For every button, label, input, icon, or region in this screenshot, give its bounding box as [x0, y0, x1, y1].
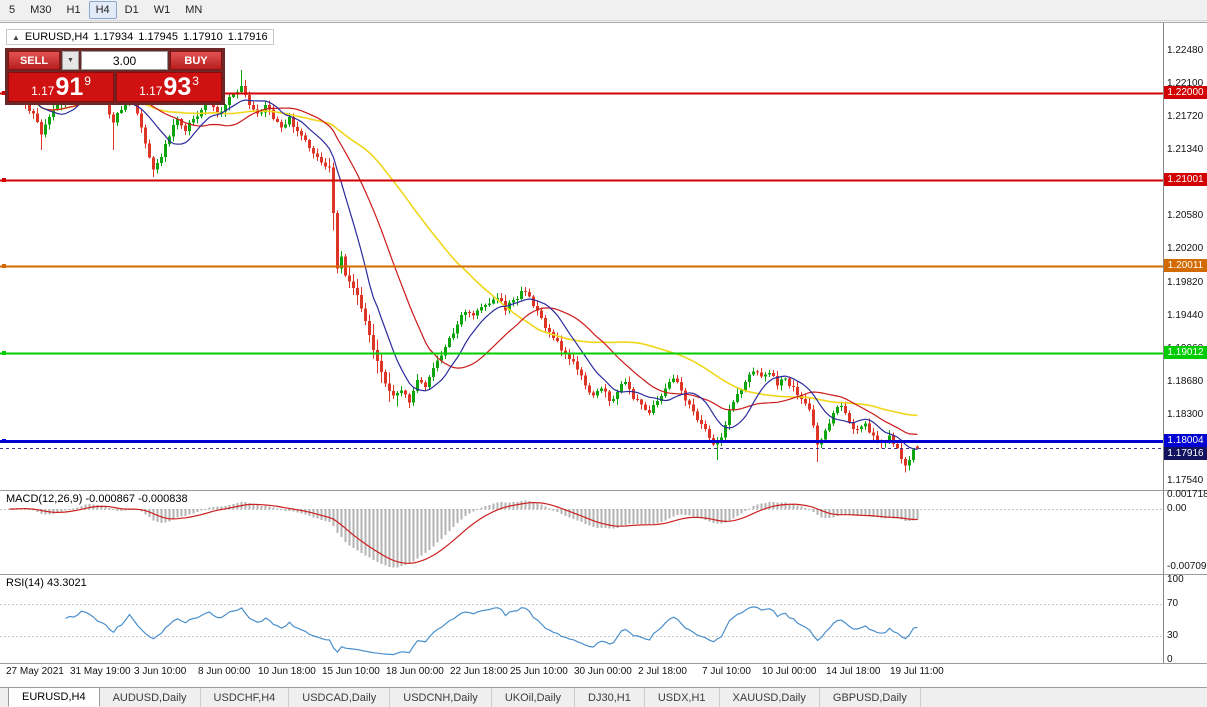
price-badge-1.17916: 1.17916 [1164, 447, 1207, 461]
price-tick-1.17540: 1.17540 [1167, 475, 1204, 486]
bid-price-pip: 9 [84, 74, 91, 88]
horizontal-lines[interactable] [0, 91, 1163, 443]
chart-symbol-icon: ▲ [12, 32, 20, 42]
ask-price-big: 93 [163, 73, 192, 101]
timeframe-w1[interactable]: W1 [153, 4, 171, 16]
timeframe-h4[interactable]: H4 [88, 1, 117, 19]
time-label: 14 Jul 18:00 [826, 666, 881, 677]
tab-dj30-h1[interactable]: DJ30,H1 [575, 688, 645, 707]
tab-usdx-h1[interactable]: USDX,H1 [645, 688, 720, 707]
volume-input[interactable] [81, 51, 168, 70]
ma-10 [9, 89, 918, 451]
tab-ukoil-daily[interactable]: UKOil,Daily [492, 688, 576, 707]
bid-price-prefix: 1.17 [31, 84, 55, 98]
price-badge-1.18004: 1.18004 [1164, 434, 1207, 448]
macd-name: MACD(12,26,9) [6, 493, 83, 505]
timeframe-toolbar: 5 M30 H1 H4 D1 W1 MN [0, 0, 1207, 21]
ask-price-button[interactable]: 1.17 93 3 [116, 72, 222, 102]
timeframe-5[interactable]: 5 [9, 4, 16, 16]
tab-gbpusd-daily[interactable]: GBPUSD,Daily [820, 688, 921, 707]
price-tick-1.22480: 1.22480 [1167, 45, 1204, 56]
chart-window[interactable]: ▲ EURUSD,H4 1.17934 1.17945 1.17910 1.17… [0, 22, 1207, 687]
volume-dropdown-button[interactable]: ▼ [62, 51, 79, 70]
price-chart-svg[interactable] [0, 23, 1207, 664]
macd-indicator-label: MACD(12,26,9) -0.000867 -0.000838 [6, 493, 188, 505]
price-badge-1.22000: 1.22000 [1164, 86, 1207, 100]
time-label: 30 Jun 00:00 [574, 666, 632, 677]
ohlc-low: 1.17910 [183, 31, 223, 43]
time-label: 8 Jun 00:00 [198, 666, 251, 677]
time-label: 25 Jun 10:00 [510, 666, 568, 677]
rsi-tick-0: 0 [1167, 654, 1173, 665]
chart-ohlc-title: ▲ EURUSD,H4 1.17934 1.17945 1.17910 1.17… [6, 29, 274, 45]
macd-tick--0.00709: -0.00709 [1167, 560, 1207, 572]
ohlc-open: 1.17934 [93, 31, 134, 43]
ma-24 [9, 95, 918, 435]
price-tick-1.18300: 1.18300 [1167, 408, 1204, 420]
rsi-tick-70: 70 [1167, 598, 1179, 609]
rsi-name: RSI(14) [6, 577, 44, 589]
timeframe-d1[interactable]: D1 [124, 4, 139, 16]
ohlc-high: 1.17945 [138, 31, 179, 43]
time-label: 27 May 2021 [6, 666, 64, 677]
rsi-tick-30: 30 [1167, 630, 1179, 641]
one-click-trading-panel: SELL ▼ BUY 1.17 91 9 1.17 93 3 [5, 48, 225, 105]
price-tick-1.18680: 1.18680 [1167, 375, 1204, 387]
pane-separators [0, 23, 1207, 664]
time-label: 2 Jul 18:00 [638, 666, 687, 677]
time-label: 7 Jul 10:00 [702, 666, 751, 677]
time-label: 31 May 19:00 [70, 666, 131, 677]
rsi-tick-100: 100 [1167, 574, 1184, 585]
time-label: 22 Jun 18:00 [450, 666, 508, 677]
tab-usdcad-daily[interactable]: USDCAD,Daily [289, 688, 391, 707]
moving-averages [9, 89, 918, 451]
tab-audusd-daily[interactable]: AUDUSD,Daily [100, 688, 201, 707]
macd-signal-line [9, 501, 918, 564]
sell-button[interactable]: SELL [8, 51, 60, 70]
rsi-indicator-label: RSI(14) 43.3021 [6, 577, 87, 589]
price-tick-1.20580: 1.20580 [1167, 210, 1204, 222]
macd-values: -0.000867 -0.000838 [85, 493, 188, 505]
buy-button[interactable]: BUY [170, 51, 222, 70]
chart-symbol-label: EURUSD,H4 [24, 31, 89, 43]
tab-usdcnh-daily[interactable]: USDCNH,Daily [390, 688, 492, 707]
price-tick-1.22100: 1.22100 [1167, 78, 1204, 90]
price-tick-1.20200: 1.20200 [1167, 243, 1204, 255]
chart-tabs-bar: EURUSD,H4 AUDUSD,Daily USDCHF,H4 USDCAD,Dai… [0, 687, 1207, 707]
chevron-down-icon: ▼ [67, 57, 74, 64]
timeframe-m30[interactable]: M30 [30, 4, 52, 16]
bid-price-button[interactable]: 1.17 91 9 [8, 72, 114, 102]
price-tick-1.19820: 1.19820 [1167, 276, 1204, 288]
timeframe-h1[interactable]: H1 [66, 4, 81, 16]
price-badge-1.19012: 1.19012 [1164, 346, 1207, 360]
tab-xauusd-daily[interactable]: XAUUSD,Daily [720, 688, 820, 707]
macd-tick-0.001718: 0.001718 [1167, 488, 1207, 500]
rsi-value: 43.3021 [46, 577, 87, 589]
price-badge-1.21001: 1.21001 [1164, 173, 1207, 187]
bid-price-big: 91 [55, 73, 84, 101]
price-tick-1.21720: 1.21720 [1167, 111, 1204, 123]
timeframe-mn[interactable]: MN [185, 4, 203, 16]
time-label: 10 Jun 18:00 [258, 666, 316, 677]
candles [8, 70, 919, 473]
price-tick-1.21340: 1.21340 [1167, 144, 1204, 156]
tab-eurusd-h4[interactable]: EURUSD,H4 [8, 687, 100, 707]
ohlc-close: 1.17916 [227, 31, 268, 43]
ma-52 [9, 94, 918, 417]
time-label: 15 Jun 10:00 [322, 666, 380, 677]
tab-usdchf-h4[interactable]: USDCHF,H4 [201, 688, 290, 707]
time-label: 3 Jun 10:00 [134, 666, 187, 677]
rsi-line [65, 606, 918, 656]
time-label: 18 Jun 00:00 [386, 666, 444, 677]
price-tick-1.19440: 1.19440 [1167, 309, 1204, 321]
time-label: 10 Jul 00:00 [762, 666, 817, 677]
ask-price-pip: 3 [192, 74, 199, 88]
price-badge-1.20011: 1.20011 [1164, 259, 1207, 273]
ask-price-prefix: 1.17 [139, 84, 163, 98]
time-label: 19 Jul 11:00 [890, 666, 944, 677]
macd-tick-0.00: 0.00 [1167, 503, 1187, 514]
